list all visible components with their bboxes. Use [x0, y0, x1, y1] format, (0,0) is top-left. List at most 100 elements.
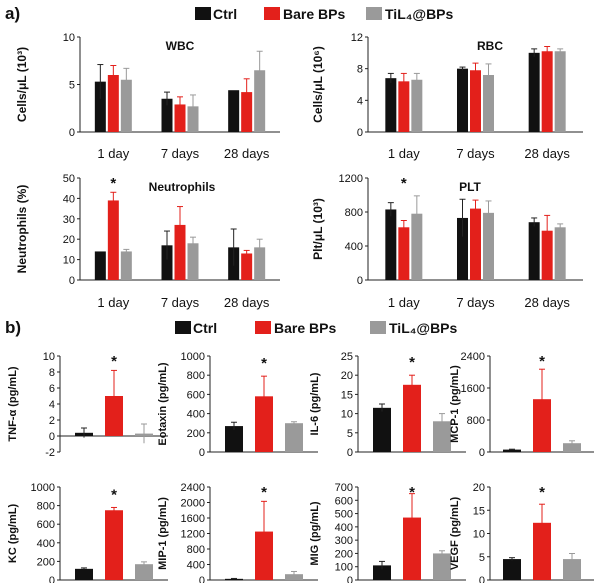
bar-bare-bps: [255, 396, 273, 452]
x-category-label: 1 day: [97, 146, 129, 161]
x-category-label: 28 days: [224, 295, 270, 310]
bar-til-bps-7-days: [187, 106, 199, 132]
y-tick-label: 200: [37, 556, 55, 568]
y-axis-label: MIG (pg/mL): [309, 501, 321, 565]
bar-til-bps-28-days: [254, 247, 266, 280]
bar-ctrl: [225, 578, 243, 581]
bar-ctrl: [503, 449, 521, 452]
significance-marker: *: [111, 486, 117, 503]
bar-bare-bps-7-days: [174, 104, 186, 132]
bar-til-bps-1-day: [411, 79, 423, 132]
legend-swatch-til: [370, 321, 386, 334]
y-tick-label: 20: [473, 482, 485, 494]
bar-til-bps: [285, 423, 303, 452]
bar-ctrl-7-days: [457, 217, 468, 280]
y-tick-label: 10: [63, 32, 75, 44]
bar-ctrl-28-days: [528, 52, 540, 133]
bar-til-bps: [433, 421, 451, 452]
y-tick-label: 40: [63, 193, 75, 205]
x-category-label: 7 days: [456, 146, 495, 161]
chart-rbc: 0 4 8 12 Cells/μL (10⁶) RBC 1 day 7 days 28 days: [311, 32, 583, 161]
bar-ctrl-1-day: [385, 78, 397, 132]
bar-ctrl-1-day: [94, 81, 106, 132]
x-category-label: 7 days: [456, 295, 495, 310]
y-tick-label: 0: [69, 127, 75, 139]
bar-bare-bps-7-days: [174, 224, 186, 280]
y-tick-label: 500: [335, 509, 353, 521]
y-tick-label: 400: [335, 522, 353, 534]
y-axis-label: VEGF (pg/mL): [449, 497, 461, 571]
y-tick-label: 0: [49, 575, 55, 583]
y-tick-label: 1200: [181, 529, 205, 541]
y-tick-label: 800: [187, 370, 205, 382]
bar-ctrl: [373, 565, 391, 580]
bar-ctrl-1-day: [385, 209, 397, 280]
legend-swatch-bare: [264, 7, 280, 20]
y-axis-label: TNF-α (pg/mL): [7, 366, 19, 442]
y-tick-label: 2400: [461, 351, 485, 363]
significance-marker: *: [409, 484, 415, 501]
legend-swatch-ctrl: [175, 321, 191, 334]
legend-label-ctrl: Ctrl: [193, 320, 217, 336]
y-tick-label: 0: [69, 275, 75, 287]
legend-label-bare: Bare BPs: [274, 320, 336, 336]
y-tick-label: 1600: [461, 383, 485, 395]
bar-bare-bps-28-days: [541, 51, 553, 132]
bar-bare-bps-1-day: [107, 75, 119, 132]
significance-marker: *: [261, 484, 267, 501]
y-axis-label: Plt/μL (10³): [311, 198, 325, 260]
y-tick-label: 600: [37, 519, 55, 531]
y-tick-label: 5: [347, 428, 353, 440]
y-tick-label: 400: [187, 409, 205, 421]
chart-kc-pg-ml: 0 200 400 600 800 1000 KC (pg/mL) *: [7, 482, 168, 583]
y-tick-label: 1600: [181, 513, 205, 525]
legend-a: Ctrl Bare BPs TiL₄@BPs: [195, 6, 454, 22]
bar-til-bps-7-days: [483, 212, 494, 280]
bar-til-bps: [563, 443, 581, 452]
y-tick-label: 4: [49, 399, 55, 411]
y-tick-label: -2: [45, 447, 55, 459]
bar-bare-bps: [403, 517, 421, 580]
x-category-label: 28 days: [524, 146, 570, 161]
y-tick-label: 20: [63, 234, 75, 246]
chart-title: WBC: [166, 39, 195, 53]
y-tick-label: 0: [357, 127, 363, 139]
chart-neutrophils: 0 10 20 30 40 50 Neutrophils (%) Neutrophils 1 d…: [15, 173, 280, 310]
legend-swatch-til: [366, 7, 382, 20]
x-category-label: 28 days: [224, 146, 270, 161]
y-tick-label: 2: [49, 415, 55, 427]
bar-bare-bps-7-days: [470, 70, 481, 132]
y-tick-label: 0: [347, 447, 353, 459]
significance-marker: *: [539, 353, 545, 370]
y-axis-label: Cells/μL (10⁶): [311, 46, 325, 123]
y-tick-label: 2000: [181, 498, 205, 510]
y-tick-label: 800: [467, 415, 485, 427]
y-tick-label: 50: [63, 173, 75, 185]
chart-vegf-pg-ml: 0 5 10 15 20 VEGF (pg/mL) *: [449, 482, 594, 583]
bar-til-bps-28-days: [554, 51, 566, 132]
bar-til-bps-7-days: [187, 243, 199, 280]
bar-ctrl: [225, 426, 243, 452]
bar-ctrl-1-day: [94, 251, 106, 280]
y-tick-label: 1000: [181, 351, 205, 363]
y-tick-label: 1000: [31, 482, 55, 494]
y-axis-label: Cells/μL (10³): [15, 47, 29, 122]
chart-title: PLT: [459, 180, 481, 194]
bar-bare-bps-28-days: [241, 92, 253, 132]
bar-til-bps-28-days: [554, 227, 566, 280]
y-tick-label: 0: [357, 275, 363, 287]
legend-swatch-bare: [255, 321, 271, 334]
x-category-label: 1 day: [97, 295, 129, 310]
bar-bare-bps: [403, 384, 421, 452]
y-tick-label: 1200: [339, 173, 363, 185]
significance-marker: *: [401, 175, 407, 192]
y-tick-label: 15: [473, 505, 485, 517]
chart-title: Neutrophils: [149, 180, 216, 194]
significance-marker: *: [409, 354, 415, 371]
y-tick-label: 400: [345, 241, 363, 253]
y-tick-label: 200: [335, 548, 353, 560]
y-axis-label: KC (pg/mL): [7, 504, 19, 564]
y-axis-label: Eotaxin (pg/mL): [157, 362, 169, 445]
